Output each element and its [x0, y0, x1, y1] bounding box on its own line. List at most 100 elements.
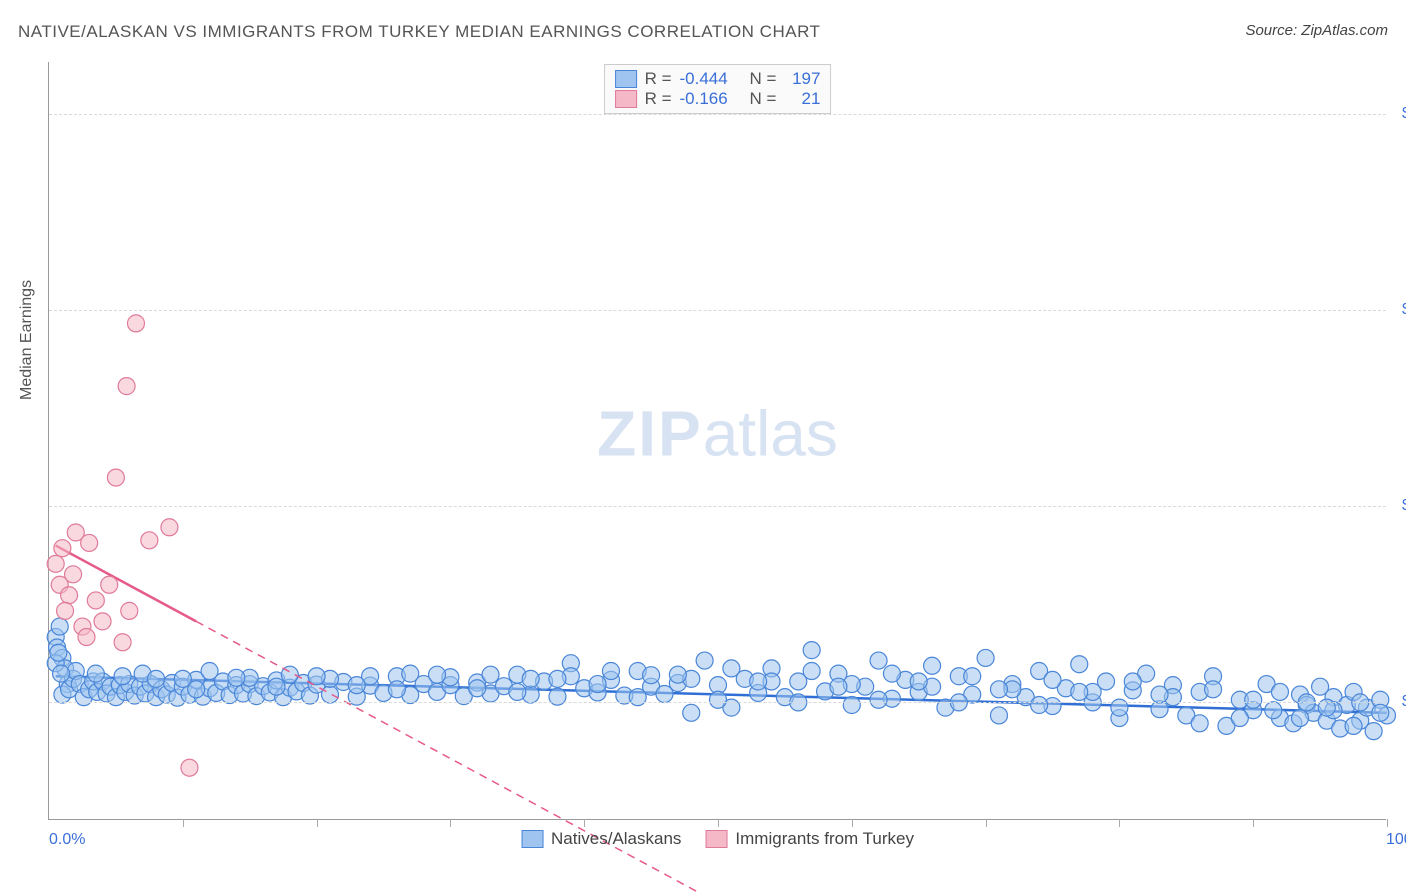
data-point	[1205, 681, 1222, 698]
data-point	[1245, 691, 1262, 708]
legend-swatch	[615, 70, 637, 88]
data-point	[51, 618, 68, 635]
data-point	[964, 668, 981, 685]
data-point	[50, 644, 67, 661]
data-point	[870, 691, 887, 708]
data-point	[78, 629, 95, 646]
x-axis-end-label: 100.0%	[1386, 831, 1406, 849]
y-axis-title: Median Earnings	[18, 280, 36, 400]
data-point	[308, 668, 325, 685]
x-tick	[450, 819, 451, 827]
y-tick-label: $150,000	[1394, 105, 1406, 123]
legend-row: R = -0.166 N = 21	[615, 89, 821, 109]
gridline	[49, 310, 1386, 311]
data-point	[114, 634, 131, 651]
data-point	[589, 676, 606, 693]
data-point	[188, 681, 205, 698]
data-point	[710, 691, 727, 708]
chart-source: Source: ZipAtlas.com	[1245, 22, 1388, 39]
legend-n-value: 21	[784, 89, 820, 109]
data-point	[121, 602, 138, 619]
data-point	[1292, 710, 1309, 727]
data-point	[602, 663, 619, 680]
data-point	[522, 670, 539, 687]
data-point	[402, 665, 419, 682]
data-point	[883, 665, 900, 682]
gridline	[49, 506, 1386, 507]
legend-label: Immigrants from Turkey	[735, 829, 914, 849]
x-tick	[183, 819, 184, 827]
x-tick	[584, 819, 585, 827]
data-point	[181, 759, 198, 776]
data-point	[977, 649, 994, 666]
data-point	[1071, 656, 1088, 673]
data-point	[101, 576, 118, 593]
x-tick	[852, 819, 853, 827]
data-point	[870, 652, 887, 669]
data-point	[990, 707, 1007, 724]
data-point	[161, 519, 178, 536]
data-point	[1151, 686, 1168, 703]
data-point	[47, 555, 64, 572]
chart-svg	[49, 62, 1386, 819]
x-tick	[718, 819, 719, 827]
legend-r-label: R =	[645, 69, 672, 89]
x-tick	[986, 819, 987, 827]
data-point	[1031, 696, 1048, 713]
legend-swatch	[521, 830, 543, 848]
data-point	[61, 587, 78, 604]
data-point	[53, 665, 70, 682]
legend-n-label: N =	[750, 69, 777, 89]
data-point	[1372, 704, 1389, 721]
data-point	[348, 677, 365, 694]
x-tick	[1119, 819, 1120, 827]
data-point	[990, 681, 1007, 698]
data-point	[94, 613, 111, 630]
data-point	[388, 681, 405, 698]
legend-item: Immigrants from Turkey	[705, 829, 914, 849]
gridline	[49, 114, 1386, 115]
data-point	[643, 667, 660, 684]
data-point	[114, 668, 131, 685]
x-tick	[317, 819, 318, 827]
data-point	[57, 602, 74, 619]
legend-r-value: -0.166	[680, 89, 742, 109]
data-point	[830, 678, 847, 695]
data-point	[268, 678, 285, 695]
data-point	[843, 696, 860, 713]
data-point	[148, 670, 165, 687]
gridline	[49, 702, 1386, 703]
legend-series: Natives/Alaskans Immigrants from Turkey	[521, 829, 914, 849]
y-tick-label: $75,000	[1394, 497, 1406, 515]
data-point	[1044, 671, 1061, 688]
chart-title: NATIVE/ALASKAN VS IMMIGRANTS FROM TURKEY…	[18, 22, 820, 42]
data-point	[696, 652, 713, 669]
data-point	[201, 663, 218, 680]
data-point	[1191, 715, 1208, 732]
data-point	[750, 673, 767, 690]
x-tick	[1387, 819, 1388, 827]
x-tick	[1253, 819, 1254, 827]
legend-swatch	[705, 830, 727, 848]
x-axis-start-label: 0.0%	[49, 831, 85, 849]
data-point	[1124, 673, 1141, 690]
data-point	[1345, 717, 1362, 734]
y-tick-label: $112,500	[1394, 301, 1406, 319]
legend-label: Natives/Alaskans	[551, 829, 681, 849]
data-point	[1365, 723, 1382, 740]
data-point	[1231, 710, 1248, 727]
legend-item: Natives/Alaskans	[521, 829, 681, 849]
data-point	[803, 663, 820, 680]
trend-line-extrapolated	[196, 621, 758, 892]
legend-r-label: R =	[645, 89, 672, 109]
y-tick-label: $37,500	[1394, 693, 1406, 711]
data-point	[469, 680, 486, 697]
legend-n-label: N =	[750, 89, 777, 109]
data-point	[54, 540, 71, 557]
data-point	[482, 666, 499, 683]
legend-n-value: 197	[784, 69, 820, 89]
data-point	[87, 665, 104, 682]
data-point	[683, 704, 700, 721]
data-point	[127, 315, 144, 332]
data-point	[803, 642, 820, 659]
